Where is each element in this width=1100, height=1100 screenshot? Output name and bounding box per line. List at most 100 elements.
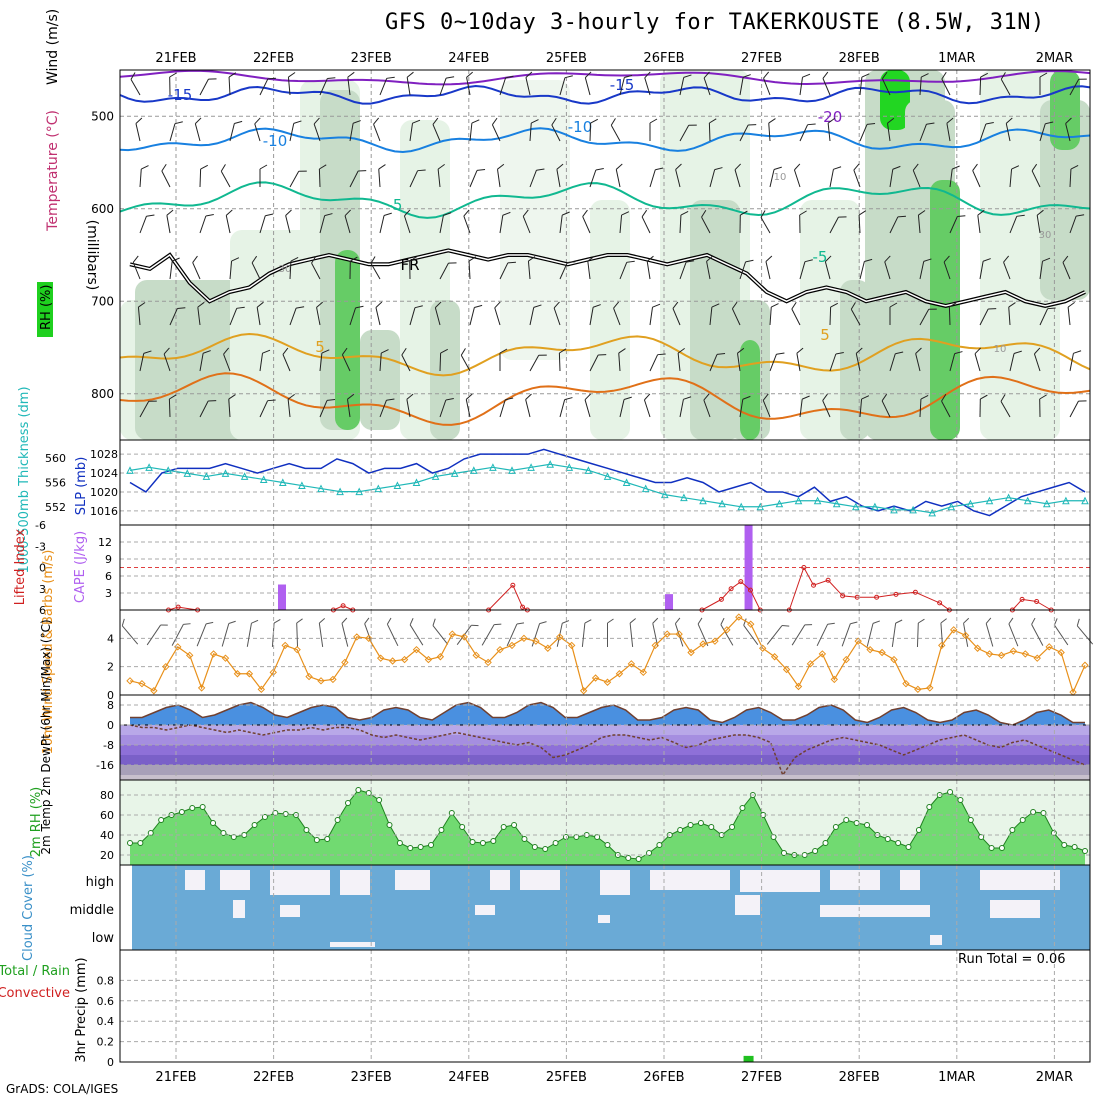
wind-speed-point [472,651,480,660]
wind-barb [169,307,186,326]
wind-barb [287,393,295,418]
date-label-top: 27FEB [741,51,782,66]
wind-speed-point [138,679,146,688]
wind-speed-point [293,645,301,654]
wind-barb-10m [171,623,191,646]
wind-barb [316,301,323,326]
wind-barb [529,119,539,142]
date-label-bottom: 21FEB [155,1070,196,1085]
wind-barb [768,118,776,142]
wind-barb [287,72,296,96]
wind-barb [558,348,567,372]
lifted-index-point [520,604,526,610]
thickness-series-line [129,463,1085,514]
rh-point [697,820,704,826]
wind-barb [1067,301,1075,326]
temp-2m-axis-label: 2m Temp 2m DewPt (6hr Min/Max) (°C) [39,619,53,854]
wind-tick-label: 4 [107,632,114,645]
thickness-point [832,499,841,508]
wind-barb [347,71,355,96]
slp-series-line [129,448,1086,517]
wind-barb [822,393,831,418]
wind-barb [469,304,483,326]
wind-barb [859,395,870,418]
rh-point [479,840,486,846]
lifted-index-segment [750,589,761,611]
wind-barb [527,256,536,280]
wind-barb [1039,394,1047,418]
wind-barb [259,213,274,234]
lifted-index-segment [701,598,722,611]
wind-barb [163,347,171,372]
slp-tick-label: 1024 [90,467,118,480]
thickness-point [565,463,574,471]
wind-barb-10m [386,617,399,647]
wind-barb [769,166,782,188]
wind-barb [919,308,937,326]
rh-point [646,850,653,856]
date-label-top: 21FEB [155,51,196,66]
wind-speed-point [233,670,242,678]
lifted-index-point [937,600,943,606]
wind-barb [739,74,751,96]
dewpoint-band [120,725,1090,735]
wind-barb [917,210,926,234]
thickness-point [680,493,688,502]
wind-speed-point [615,670,624,678]
wind-barb [282,347,291,372]
wind-barb [949,351,963,372]
rh-point [376,797,383,803]
rh-2m-axis-label: 2m RH (%) [29,787,44,858]
thickness-point [1081,496,1089,505]
wind-barb [734,163,742,188]
wind-barb [739,259,754,280]
rh-area [130,790,1085,865]
thickness-point [1042,499,1051,508]
rh-point [521,836,528,842]
date-label-top: 23FEB [351,51,392,66]
wind-barb-10m [866,620,880,647]
slp-tick-label: 1016 [90,505,118,518]
temp-tick-label: -16 [96,759,114,772]
contour-label: -15 [168,86,193,104]
thickness-point [508,466,516,474]
dewpoint-band [120,755,1090,765]
wind-barb [941,394,951,418]
wind-barb [763,71,771,96]
wind-speed-point [1045,643,1053,651]
wind-barb [375,301,383,326]
wind-barb [139,350,152,372]
thickness-point [794,496,803,505]
rh-point [137,840,144,846]
contour-label: -5 [813,248,828,266]
wind-speed-point [185,651,194,660]
wind-barb [587,255,595,280]
rh-point [334,817,341,823]
wind-barb [912,163,921,188]
wind-barb [194,117,202,142]
wind-speed-point [1057,648,1065,657]
wind-barb [169,257,180,280]
wind-barb-10m [1031,617,1044,646]
rh-point [220,830,227,836]
temp-area [130,702,1085,725]
date-label-top: 28FEB [839,51,880,66]
wind-barb [824,255,832,280]
thickness-point [947,502,956,511]
lifted-index-segment [827,579,844,597]
lifted-index-tick-label: -3 [35,540,46,553]
rh-point [386,822,393,828]
thickness-point [202,472,211,480]
wind-barb [765,255,773,280]
wind-barb-10m [1053,618,1069,646]
wind-barb [589,167,604,188]
lifted-index-segment [895,591,916,595]
rh-point [812,848,819,854]
wind-barb [379,212,392,234]
rh-axis-label: RH (%) [39,285,54,330]
contour-label: 5 [315,338,325,356]
rh-point [324,836,331,842]
wind-barb [469,168,486,188]
wind-speed-point [341,658,349,667]
